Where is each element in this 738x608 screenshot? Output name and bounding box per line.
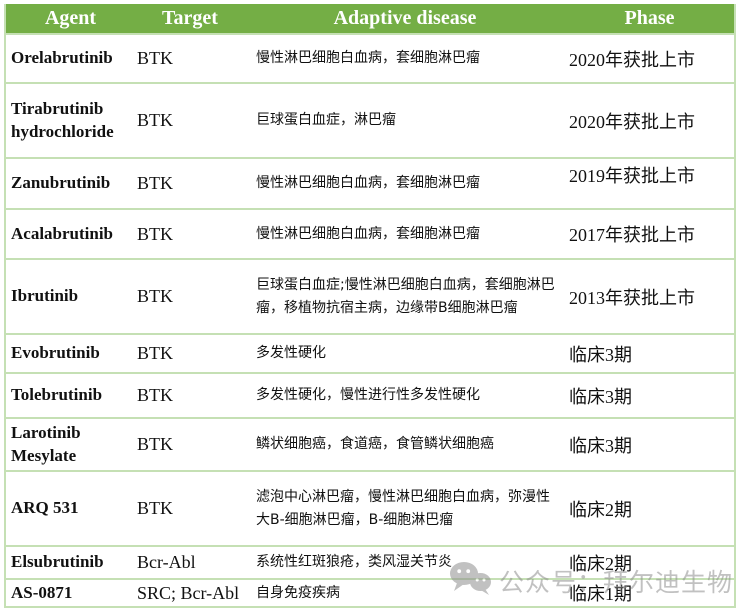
phase-cell: 临床3期 [565,372,735,418]
agent-cell: AS-0871 [5,578,135,607]
table-row: Evobrutinib BTK 多发性硬化 临床3期 [5,333,735,373]
phase-cell: 临床1期 [565,578,735,607]
agent-cell: Larotinib Mesylate [5,417,135,471]
table-row: ARQ 531 BTK 滤泡中心淋巴瘤，慢性淋巴细胞白血病，弥漫性大B-细胞淋巴… [5,470,735,546]
agent-cell: Zanubrutinib [5,157,135,209]
target-cell: SRC; Bcr-Abl [135,578,245,607]
table-row: AS-0871 SRC; Bcr-Abl 自身免疫疾病 临床1期 [5,578,735,607]
table-row: Ibrutinib BTK 巨球蛋白血症;慢性淋巴细胞白血病，套细胞淋巴瘤，移植… [5,258,735,334]
agent-cell: Acalabrutinib [5,208,135,259]
target-cell: BTK [135,33,245,83]
disease-cell: 巨球蛋白血症，淋巴瘤 [245,82,565,158]
agent-cell: Tirabrutinib hydrochloride [5,82,135,158]
header-row: Agent Target Adaptive disease Phase [5,4,735,34]
disease-cell: 滤泡中心淋巴瘤，慢性淋巴细胞白血病，弥漫性大B-细胞淋巴瘤，B-细胞淋巴瘤 [245,470,565,546]
phase-cell: 临床3期 [565,333,735,373]
agent-cell: Tolebrutinib [5,372,135,418]
agent-cell: Elsubrutinib [5,545,135,579]
table-row: Orelabrutinib BTK 慢性淋巴细胞白血病，套细胞淋巴瘤 2020年… [5,33,735,83]
target-cell: BTK [135,333,245,373]
disease-cell: 系统性红斑狼疮，类风湿关节炎 [245,545,565,579]
column-header-target: Target [135,4,245,34]
table-row: Acalabrutinib BTK 慢性淋巴细胞白血病，套细胞淋巴瘤 2017年… [5,208,735,259]
agent-cell: Evobrutinib [5,333,135,373]
phase-cell: 2020年获批上市 [565,33,735,83]
btk-inhibitor-table: Agent Target Adaptive disease Phase Orel… [4,4,736,608]
table-row: Tolebrutinib BTK 多发性硬化，慢性进行性多发性硬化 临床3期 [5,372,735,418]
phase-cell: 2020年获批上市 [565,82,735,158]
target-cell: BTK [135,372,245,418]
disease-cell: 慢性淋巴细胞白血病，套细胞淋巴瘤 [245,33,565,83]
target-cell: BTK [135,470,245,546]
target-cell: BTK [135,208,245,259]
phase-cell: 2019年获批上市 [565,157,735,209]
agent-cell: Ibrutinib [5,258,135,334]
table-row: Larotinib Mesylate BTK 鳞状细胞癌，食道癌，食管鳞状细胞癌… [5,417,735,471]
target-cell: BTK [135,157,245,209]
disease-cell: 巨球蛋白血症;慢性淋巴细胞白血病，套细胞淋巴瘤，移植物抗宿主病，边缘带B细胞淋巴… [245,258,565,334]
disease-cell: 多发性硬化 [245,333,565,373]
table-row: Tirabrutinib hydrochloride BTK 巨球蛋白血症，淋巴… [5,82,735,158]
column-header-phase: Phase [565,4,735,34]
disease-cell: 鳞状细胞癌，食道癌，食管鳞状细胞癌 [245,417,565,471]
phase-cell: 临床3期 [565,417,735,471]
agent-cell: ARQ 531 [5,470,135,546]
disease-cell: 多发性硬化，慢性进行性多发性硬化 [245,372,565,418]
agent-cell: Orelabrutinib [5,33,135,83]
disease-cell: 慢性淋巴细胞白血病，套细胞淋巴瘤 [245,157,565,209]
phase-cell: 临床2期 [565,545,735,579]
table-row: Elsubrutinib Bcr-Abl 系统性红斑狼疮，类风湿关节炎 临床2期 [5,545,735,579]
drug-table-figure: Agent Target Adaptive disease Phase Orel… [4,4,736,608]
disease-cell: 慢性淋巴细胞白血病，套细胞淋巴瘤 [245,208,565,259]
phase-cell: 2017年获批上市 [565,208,735,259]
target-cell: BTK [135,258,245,334]
target-cell: Bcr-Abl [135,545,245,579]
phase-cell: 2013年获批上市 [565,258,735,334]
column-header-adaptive-disease: Adaptive disease [245,4,565,34]
column-header-agent: Agent [5,4,135,34]
disease-cell: 自身免疫疾病 [245,578,565,607]
phase-cell: 临床2期 [565,470,735,546]
table-row: Zanubrutinib BTK 慢性淋巴细胞白血病，套细胞淋巴瘤 2019年获… [5,157,735,209]
target-cell: BTK [135,417,245,471]
target-cell: BTK [135,82,245,158]
